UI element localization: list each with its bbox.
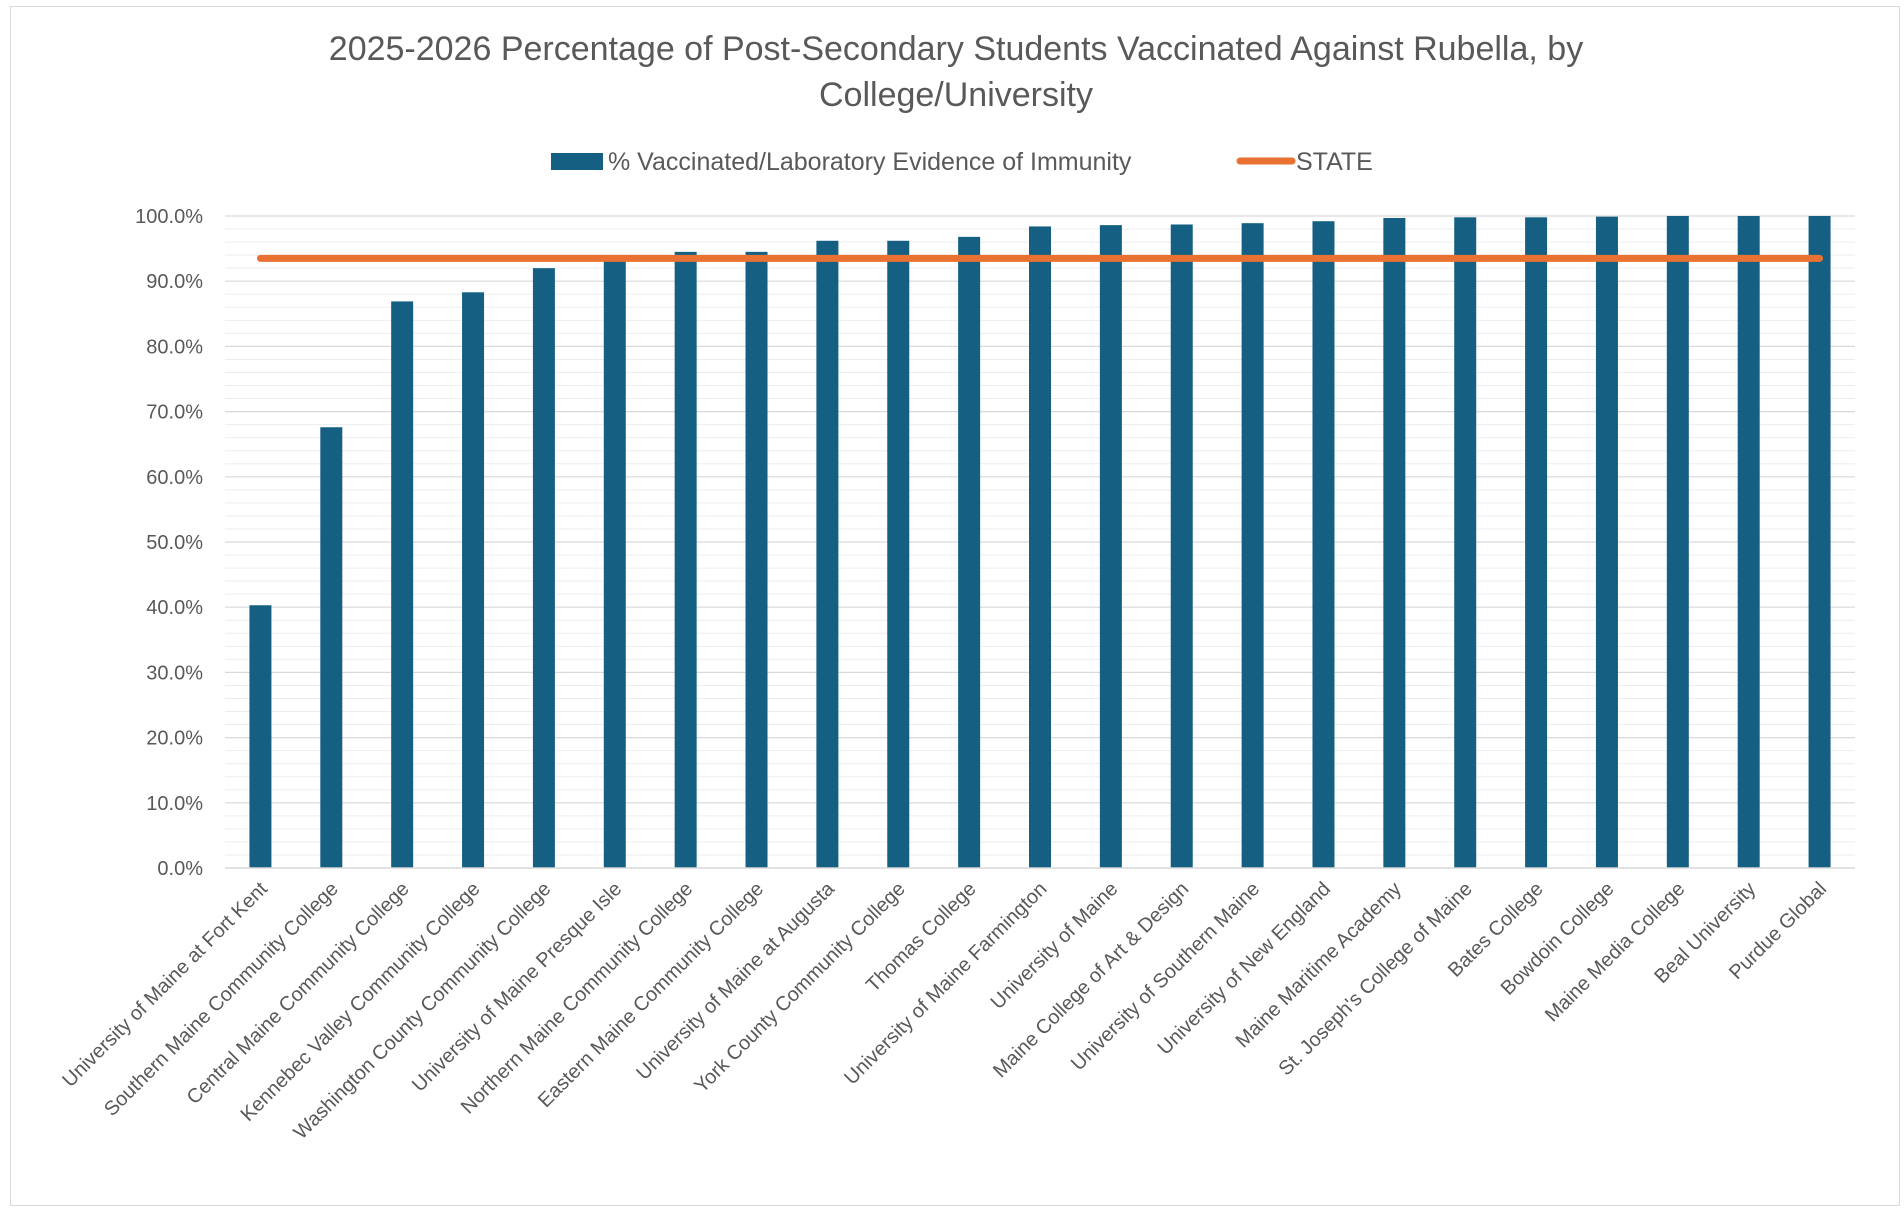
y-axis-tick-labels: 0.0% 10.0% 20.0% 30.0% 40.0% 50.0% 60.0% 70.0% 8…	[135, 206, 203, 880]
x-category-label: Washington County Community College	[290, 878, 556, 1144]
chart-legend: % Vaccinated/Laboratory Evidence of Immu…	[551, 148, 1373, 176]
bar	[1170, 224, 1193, 868]
y-tick-label: 70.0%	[146, 402, 203, 424]
bar	[1383, 217, 1406, 868]
bar	[320, 427, 343, 868]
bar	[674, 251, 697, 869]
bar	[887, 240, 910, 868]
y-tick-label: 0.0%	[157, 858, 203, 880]
bar	[745, 251, 768, 869]
x-category-label: Maine Media College	[1541, 878, 1689, 1026]
y-tick-label: 40.0%	[146, 597, 203, 619]
bar	[1029, 226, 1051, 868]
legend-label-state: STATE	[1296, 148, 1373, 176]
y-tick-label: 60.0%	[146, 467, 203, 489]
bar	[1312, 221, 1335, 868]
bar	[1525, 217, 1548, 868]
bar	[391, 301, 414, 868]
bar-series	[249, 216, 1831, 869]
legend-label-vaccinated: % Vaccinated/Laboratory Evidence of Immu…	[608, 148, 1132, 176]
bar	[1454, 217, 1477, 868]
y-tick-label: 50.0%	[146, 532, 203, 554]
chart-title-line-1: 2025-2026 Percentage of Post-Secondary S…	[329, 30, 1583, 68]
x-axis-category-labels: University of Maine at Fort KentSouthern…	[58, 877, 1831, 1143]
chart-title-line-2: College/University	[819, 76, 1093, 114]
bar	[1737, 216, 1760, 868]
bar	[462, 292, 485, 868]
x-category-label: University of Maine	[987, 878, 1123, 1014]
bar	[603, 259, 626, 869]
bar	[532, 268, 555, 868]
y-tick-label: 10.0%	[146, 793, 203, 815]
bar	[1595, 216, 1618, 869]
y-tick-label: 90.0%	[146, 271, 203, 293]
bar	[1099, 225, 1122, 869]
bar	[249, 605, 272, 868]
bar	[1241, 223, 1264, 868]
bar	[816, 240, 839, 868]
bar	[958, 236, 981, 868]
legend-swatch-bar	[551, 153, 603, 170]
bar	[1808, 216, 1831, 868]
bar	[1666, 216, 1689, 868]
y-tick-label: 100.0%	[135, 206, 203, 228]
y-tick-label: 20.0%	[146, 728, 203, 750]
y-tick-label: 30.0%	[146, 662, 203, 684]
y-tick-label: 80.0%	[146, 336, 203, 358]
